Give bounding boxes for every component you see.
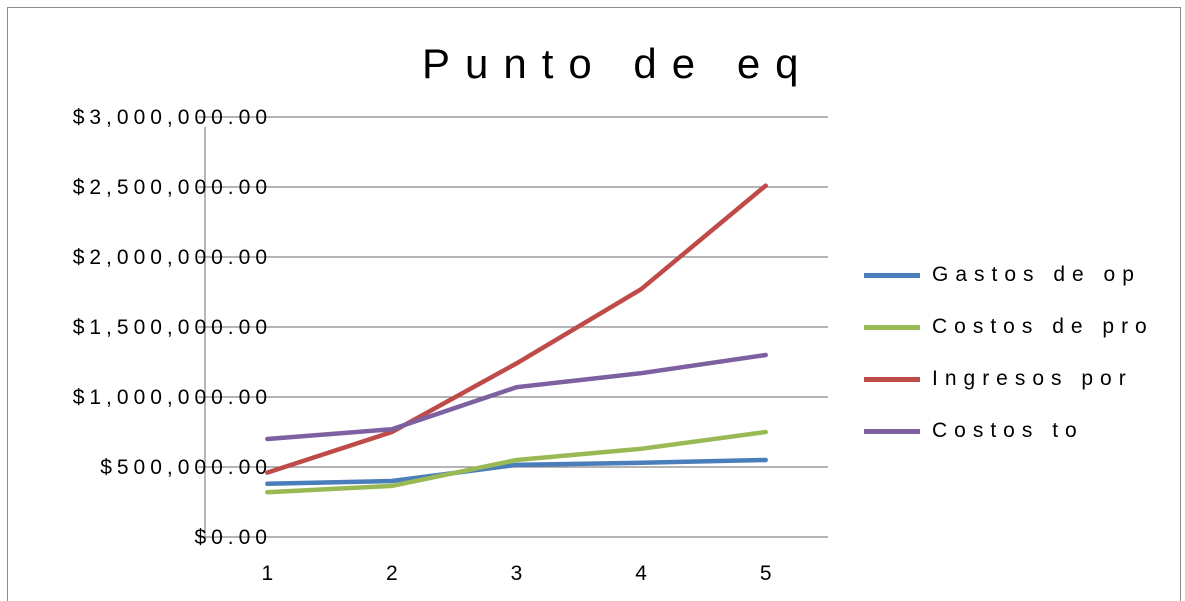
series-line-1 (265, 457, 768, 487)
legend-swatch (864, 272, 920, 278)
series-line-2 (265, 429, 768, 495)
legend-item: Costos to (864, 411, 1084, 451)
x-tick-label: 4 (635, 562, 647, 585)
legend-label: Ingresos por (932, 367, 1133, 390)
series-line-4 (265, 352, 768, 442)
legend-swatch (864, 376, 920, 382)
y-tick-label: $0.00 (194, 526, 272, 549)
legend: Gastos de op Costos de pro Ingresos por Cos… (864, 255, 1170, 455)
legend-swatch (864, 324, 920, 330)
chart-area (7, 7, 1181, 601)
x-tick-label: 3 (511, 562, 523, 585)
legend-label: Gastos de op (932, 263, 1141, 286)
legend-item: Costos de pro (864, 307, 1154, 347)
y-tick-label: $3,000,000.00 (73, 106, 272, 129)
y-tick-label: $1,500,000.00 (73, 316, 272, 339)
y-tick-label: $2,000,000.00 (73, 246, 272, 269)
legend-label: Costos de pro (932, 315, 1154, 338)
x-tick-label: 2 (386, 562, 398, 585)
chart-title: Punto de eq (422, 40, 814, 87)
legend-item: Gastos de op (864, 255, 1141, 295)
x-tick-label: 1 (261, 562, 273, 585)
x-tick-label: 5 (760, 562, 772, 585)
y-tick-label: $2,500,000.00 (73, 176, 272, 199)
legend-item: Ingresos por (864, 359, 1133, 399)
y-tick-label: $500,000.00 (100, 456, 272, 479)
series-line-3 (265, 183, 768, 475)
legend-label: Costos to (932, 419, 1084, 442)
legend-swatch (864, 428, 920, 434)
y-tick-label: $1,000,000.00 (73, 386, 272, 409)
